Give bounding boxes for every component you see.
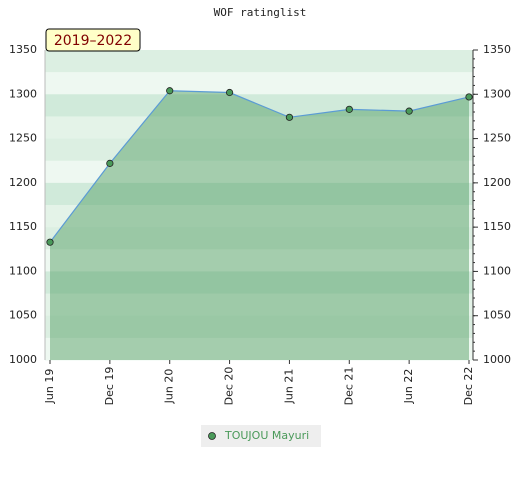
background-band bbox=[45, 116, 473, 140]
y-tick-label: 1350 bbox=[9, 43, 37, 56]
y-tick-label: 1000 bbox=[9, 353, 37, 366]
background-band bbox=[45, 337, 473, 361]
background-band bbox=[45, 138, 473, 162]
point bbox=[465, 93, 473, 101]
legend-marker bbox=[208, 432, 216, 440]
point bbox=[345, 105, 353, 113]
chart-title: WOF ratinglist bbox=[214, 6, 307, 19]
y-tick-label-right: 1100 bbox=[483, 264, 511, 277]
background-band bbox=[45, 160, 473, 184]
x-tick-label: Dec 20 bbox=[223, 367, 236, 406]
background-band bbox=[45, 72, 473, 95]
point bbox=[166, 87, 174, 95]
point bbox=[285, 113, 294, 121]
y-tick-label-right: 1050 bbox=[483, 309, 511, 322]
y-tick-label: 1050 bbox=[9, 309, 37, 322]
y-tick-label: 1300 bbox=[9, 87, 37, 100]
point bbox=[106, 159, 114, 167]
line bbox=[49, 90, 470, 243]
x-tick-label: Dec 19 bbox=[103, 367, 116, 406]
background-band bbox=[45, 227, 473, 250]
x-tick-label: Jun 20 bbox=[163, 369, 176, 405]
y-tick-label: 1250 bbox=[9, 132, 37, 145]
x-tick-label: Jun 19 bbox=[43, 369, 56, 405]
background-band bbox=[45, 315, 473, 339]
y-tick-label-right: 1350 bbox=[483, 43, 511, 56]
background-band bbox=[45, 271, 473, 295]
x-tick-label: Jun 22 bbox=[402, 369, 415, 405]
area bbox=[50, 90, 469, 360]
badge: 2019–2022 bbox=[54, 33, 132, 49]
y-tick-label: 1100 bbox=[9, 264, 37, 277]
y-tick-label-right: 1250 bbox=[483, 132, 511, 145]
y-tick-label-right: 1300 bbox=[483, 87, 511, 100]
badge-box bbox=[45, 28, 141, 52]
background-band bbox=[45, 50, 473, 73]
legend bbox=[201, 425, 321, 447]
point bbox=[405, 107, 413, 115]
background-band bbox=[45, 249, 473, 272]
point bbox=[46, 238, 54, 246]
x-tick-label: Jun 21 bbox=[282, 369, 295, 405]
y-tick-label-right: 1200 bbox=[483, 176, 511, 189]
x-tick-label: Dec 22 bbox=[462, 367, 475, 406]
background-band bbox=[45, 182, 473, 206]
background-band bbox=[45, 94, 473, 117]
background-band bbox=[45, 293, 473, 317]
legend-label: TOUJOU Mayuri bbox=[224, 429, 309, 442]
y-tick-label: 1150 bbox=[9, 220, 37, 233]
y-tick-label-right: 1150 bbox=[483, 220, 511, 233]
point bbox=[225, 88, 234, 97]
y-tick-label: 1200 bbox=[9, 176, 37, 189]
y-tick-label-right: 1000 bbox=[483, 353, 511, 366]
x-tick-label: Dec 21 bbox=[342, 367, 355, 406]
background-band bbox=[45, 205, 473, 228]
